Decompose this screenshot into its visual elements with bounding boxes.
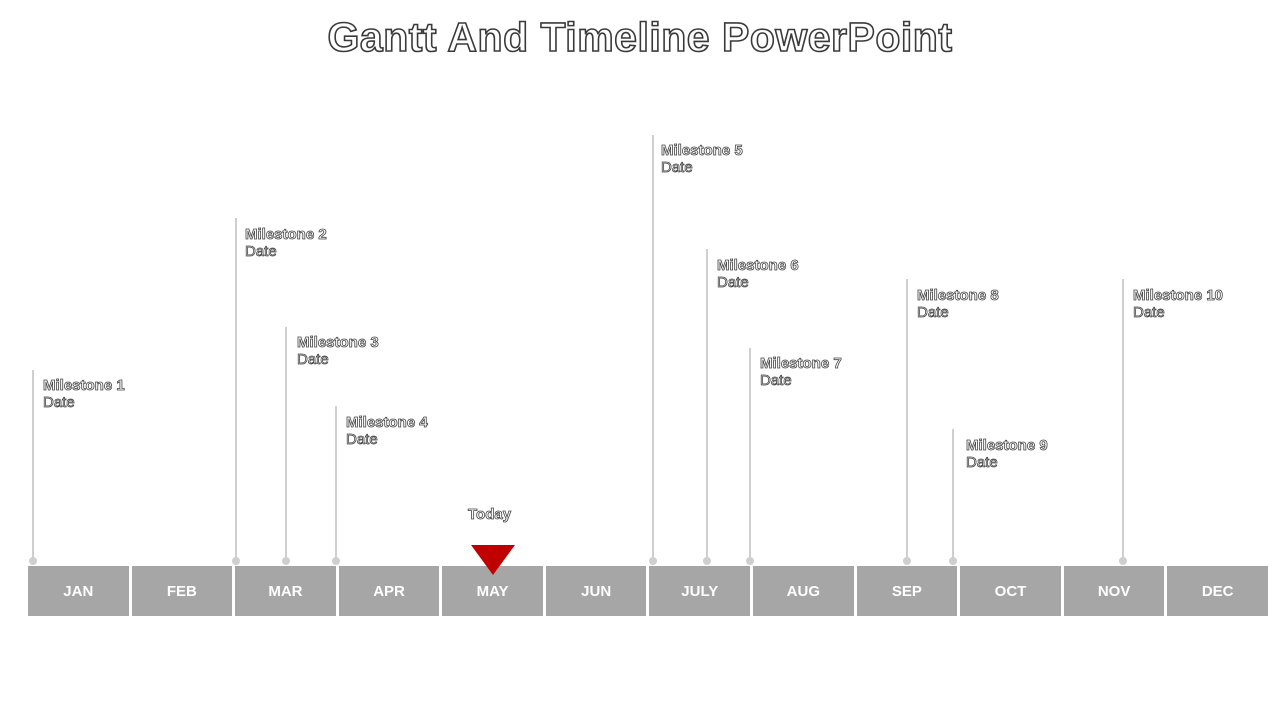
milestone-3-label[interactable]: Milestone 3 Date <box>297 334 379 369</box>
milestone-name: Milestone 1 <box>43 377 125 395</box>
today-marker-icon <box>471 545 515 575</box>
milestone-date: Date <box>346 431 378 449</box>
milestone-date: Date <box>760 372 792 390</box>
month-sep[interactable]: SEP <box>856 566 958 616</box>
today-label: Today <box>468 506 512 524</box>
milestone-10-dot <box>1119 557 1127 565</box>
milestone-1-label[interactable]: Milestone 1 Date <box>43 377 125 412</box>
milestone-8-dot <box>903 557 911 565</box>
milestone-date: Date <box>661 159 693 177</box>
month-jun[interactable]: JUN <box>545 566 647 616</box>
milestone-7-label[interactable]: Milestone 7 Date <box>760 355 842 390</box>
milestone-2-label[interactable]: Milestone 2 Date <box>245 226 327 261</box>
milestone-7-dot <box>746 557 754 565</box>
month-oct[interactable]: OCT <box>960 566 1061 616</box>
milestone-10-label[interactable]: Milestone 10 Date <box>1133 287 1224 322</box>
milestone-name: Milestone 2 <box>245 226 327 244</box>
month-jan[interactable]: JAN <box>28 566 129 616</box>
milestone-name: Milestone 10 <box>1133 287 1224 305</box>
milestone-6-connector <box>706 249 708 561</box>
milestone-4-dot <box>332 557 340 565</box>
milestone-name: Milestone 3 <box>297 334 379 352</box>
milestone-5-label[interactable]: Milestone 5 Date <box>661 142 743 177</box>
milestone-date: Date <box>966 454 998 472</box>
milestone-date: Date <box>245 243 277 261</box>
page-title: Gantt And Timeline PowerPoint <box>327 13 953 61</box>
month-dec[interactable]: DEC <box>1167 566 1268 616</box>
milestone-9-dot <box>949 557 957 565</box>
milestone-3-dot <box>282 557 290 565</box>
milestone-4-label[interactable]: Milestone 4 Date <box>346 414 428 449</box>
month-jul[interactable]: JULY <box>649 566 751 616</box>
month-aug[interactable]: AUG <box>753 566 854 616</box>
milestone-5-connector <box>652 135 654 561</box>
milestone-date: Date <box>717 274 749 292</box>
milestone-2-connector <box>235 218 237 561</box>
milestone-9-label[interactable]: Milestone 9 Date <box>966 437 1048 472</box>
milestone-name: Milestone 8 <box>917 287 999 305</box>
milestone-name: Milestone 9 <box>966 437 1048 455</box>
month-nov[interactable]: NOV <box>1063 566 1165 616</box>
milestone-10-connector <box>1122 279 1124 561</box>
milestone-9-connector <box>952 429 954 561</box>
month-mar[interactable]: MAR <box>235 566 336 616</box>
month-bar: JAN FEB MAR APR MAY JUN JULY AUG SEP OCT… <box>28 566 1268 616</box>
milestone-6-dot <box>703 557 711 565</box>
milestone-name: Milestone 4 <box>346 414 428 432</box>
milestone-4-connector <box>335 406 337 561</box>
milestone-name: Milestone 6 <box>717 257 799 275</box>
milestone-date: Date <box>297 351 329 369</box>
milestone-5-dot <box>649 557 657 565</box>
milestone-name: Milestone 5 <box>661 142 743 160</box>
milestone-3-connector <box>285 327 287 561</box>
month-apr[interactable]: APR <box>338 566 440 616</box>
milestone-name: Milestone 7 <box>760 355 842 373</box>
milestone-date: Date <box>1133 304 1165 322</box>
milestone-7-connector <box>749 348 751 561</box>
milestone-2-dot <box>232 557 240 565</box>
milestone-6-label[interactable]: Milestone 6 Date <box>717 257 799 292</box>
milestone-1-connector <box>32 370 34 561</box>
milestone-date: Date <box>917 304 949 322</box>
milestone-8-label[interactable]: Milestone 8 Date <box>917 287 999 322</box>
milestone-8-connector <box>906 279 908 561</box>
milestone-date: Date <box>43 394 75 412</box>
milestone-1-dot <box>29 557 37 565</box>
month-feb[interactable]: FEB <box>131 566 233 616</box>
